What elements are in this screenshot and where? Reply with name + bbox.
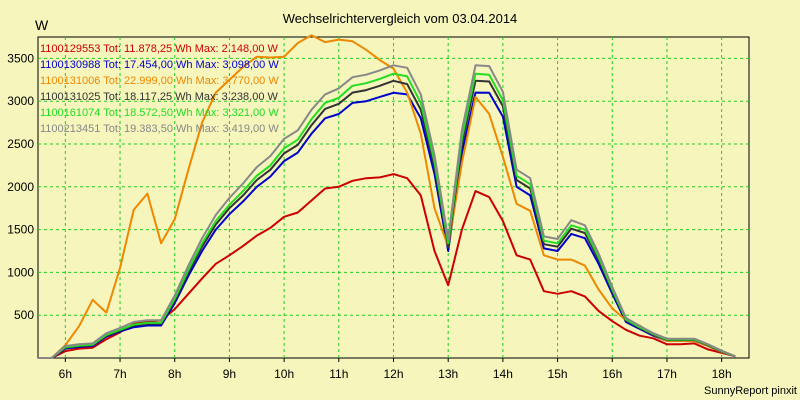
x-tick-label: 18h	[712, 367, 732, 381]
y-tick-label: 3000	[7, 94, 34, 108]
series-line-1100213451	[38, 64, 736, 359]
y-tick-label: 1000	[7, 265, 34, 279]
x-tick-label: 7h	[113, 367, 126, 381]
legend-entry-1100129553: 1100129553 Tot: 11.878,25 Wh Max: 2.148,…	[40, 43, 279, 55]
y-tick-label: 2000	[7, 180, 34, 194]
x-tick-label: 6h	[59, 367, 72, 381]
x-tick-label: 8h	[168, 367, 181, 381]
x-tick-label: 10h	[274, 367, 294, 381]
x-tick-label: 9h	[223, 367, 236, 381]
legend-entry-1100213451: 1100213451 Tot: 19.383,50 Wh Max: 3.419,…	[40, 123, 279, 135]
legend-entry-1100131006: 1100131006 Tot: 22.999,00 Wh Max: 3.770,…	[40, 75, 279, 87]
footer-credit: SunnyReport pinxit	[704, 385, 797, 397]
y-tick-label: 500	[14, 308, 34, 322]
legend-entry-1100161074: 1100161074 Tot: 18.572,50 Wh Max: 3.321,…	[40, 107, 279, 119]
y-tick-label: 3500	[7, 51, 34, 65]
grid	[38, 37, 749, 362]
x-tick-label: 12h	[383, 367, 403, 381]
x-tick-label: 15h	[548, 367, 568, 381]
y-tick-label: 2500	[7, 137, 34, 151]
y-tick-labels: 500 1000 1500 2000 2500 3000 3500	[7, 51, 34, 322]
x-tick-label: 17h	[657, 367, 677, 381]
x-tick-label: 11h	[329, 367, 348, 381]
x-tick-label: 14h	[493, 367, 513, 381]
y-tick-label: 1500	[7, 223, 34, 237]
legend: 1100129553 Tot: 11.878,25 Wh Max: 2.148,…	[40, 43, 279, 135]
series-line-1100131006	[38, 34, 736, 359]
series-lines	[38, 34, 736, 359]
chart-title: Wechselrichtervergleich vom 03.04.2014	[283, 11, 518, 26]
x-tick-labels: 6h 7h 8h 9h 10h 11h 12h 13h 14h 15h 16h 17h 18h	[59, 367, 732, 381]
plot-area	[37, 36, 750, 359]
legend-entry-1100131025: 1100131025 Tot: 18.117,25 Wh Max: 3.238,…	[40, 91, 279, 103]
y-axis-label: W	[35, 17, 49, 33]
x-tick-label: 16h	[602, 367, 622, 381]
x-tick-label: 13h	[438, 367, 458, 381]
legend-entry-1100130988: 1100130988 Tot: 17.454,00 Wh Max: 3.098,…	[40, 59, 279, 71]
